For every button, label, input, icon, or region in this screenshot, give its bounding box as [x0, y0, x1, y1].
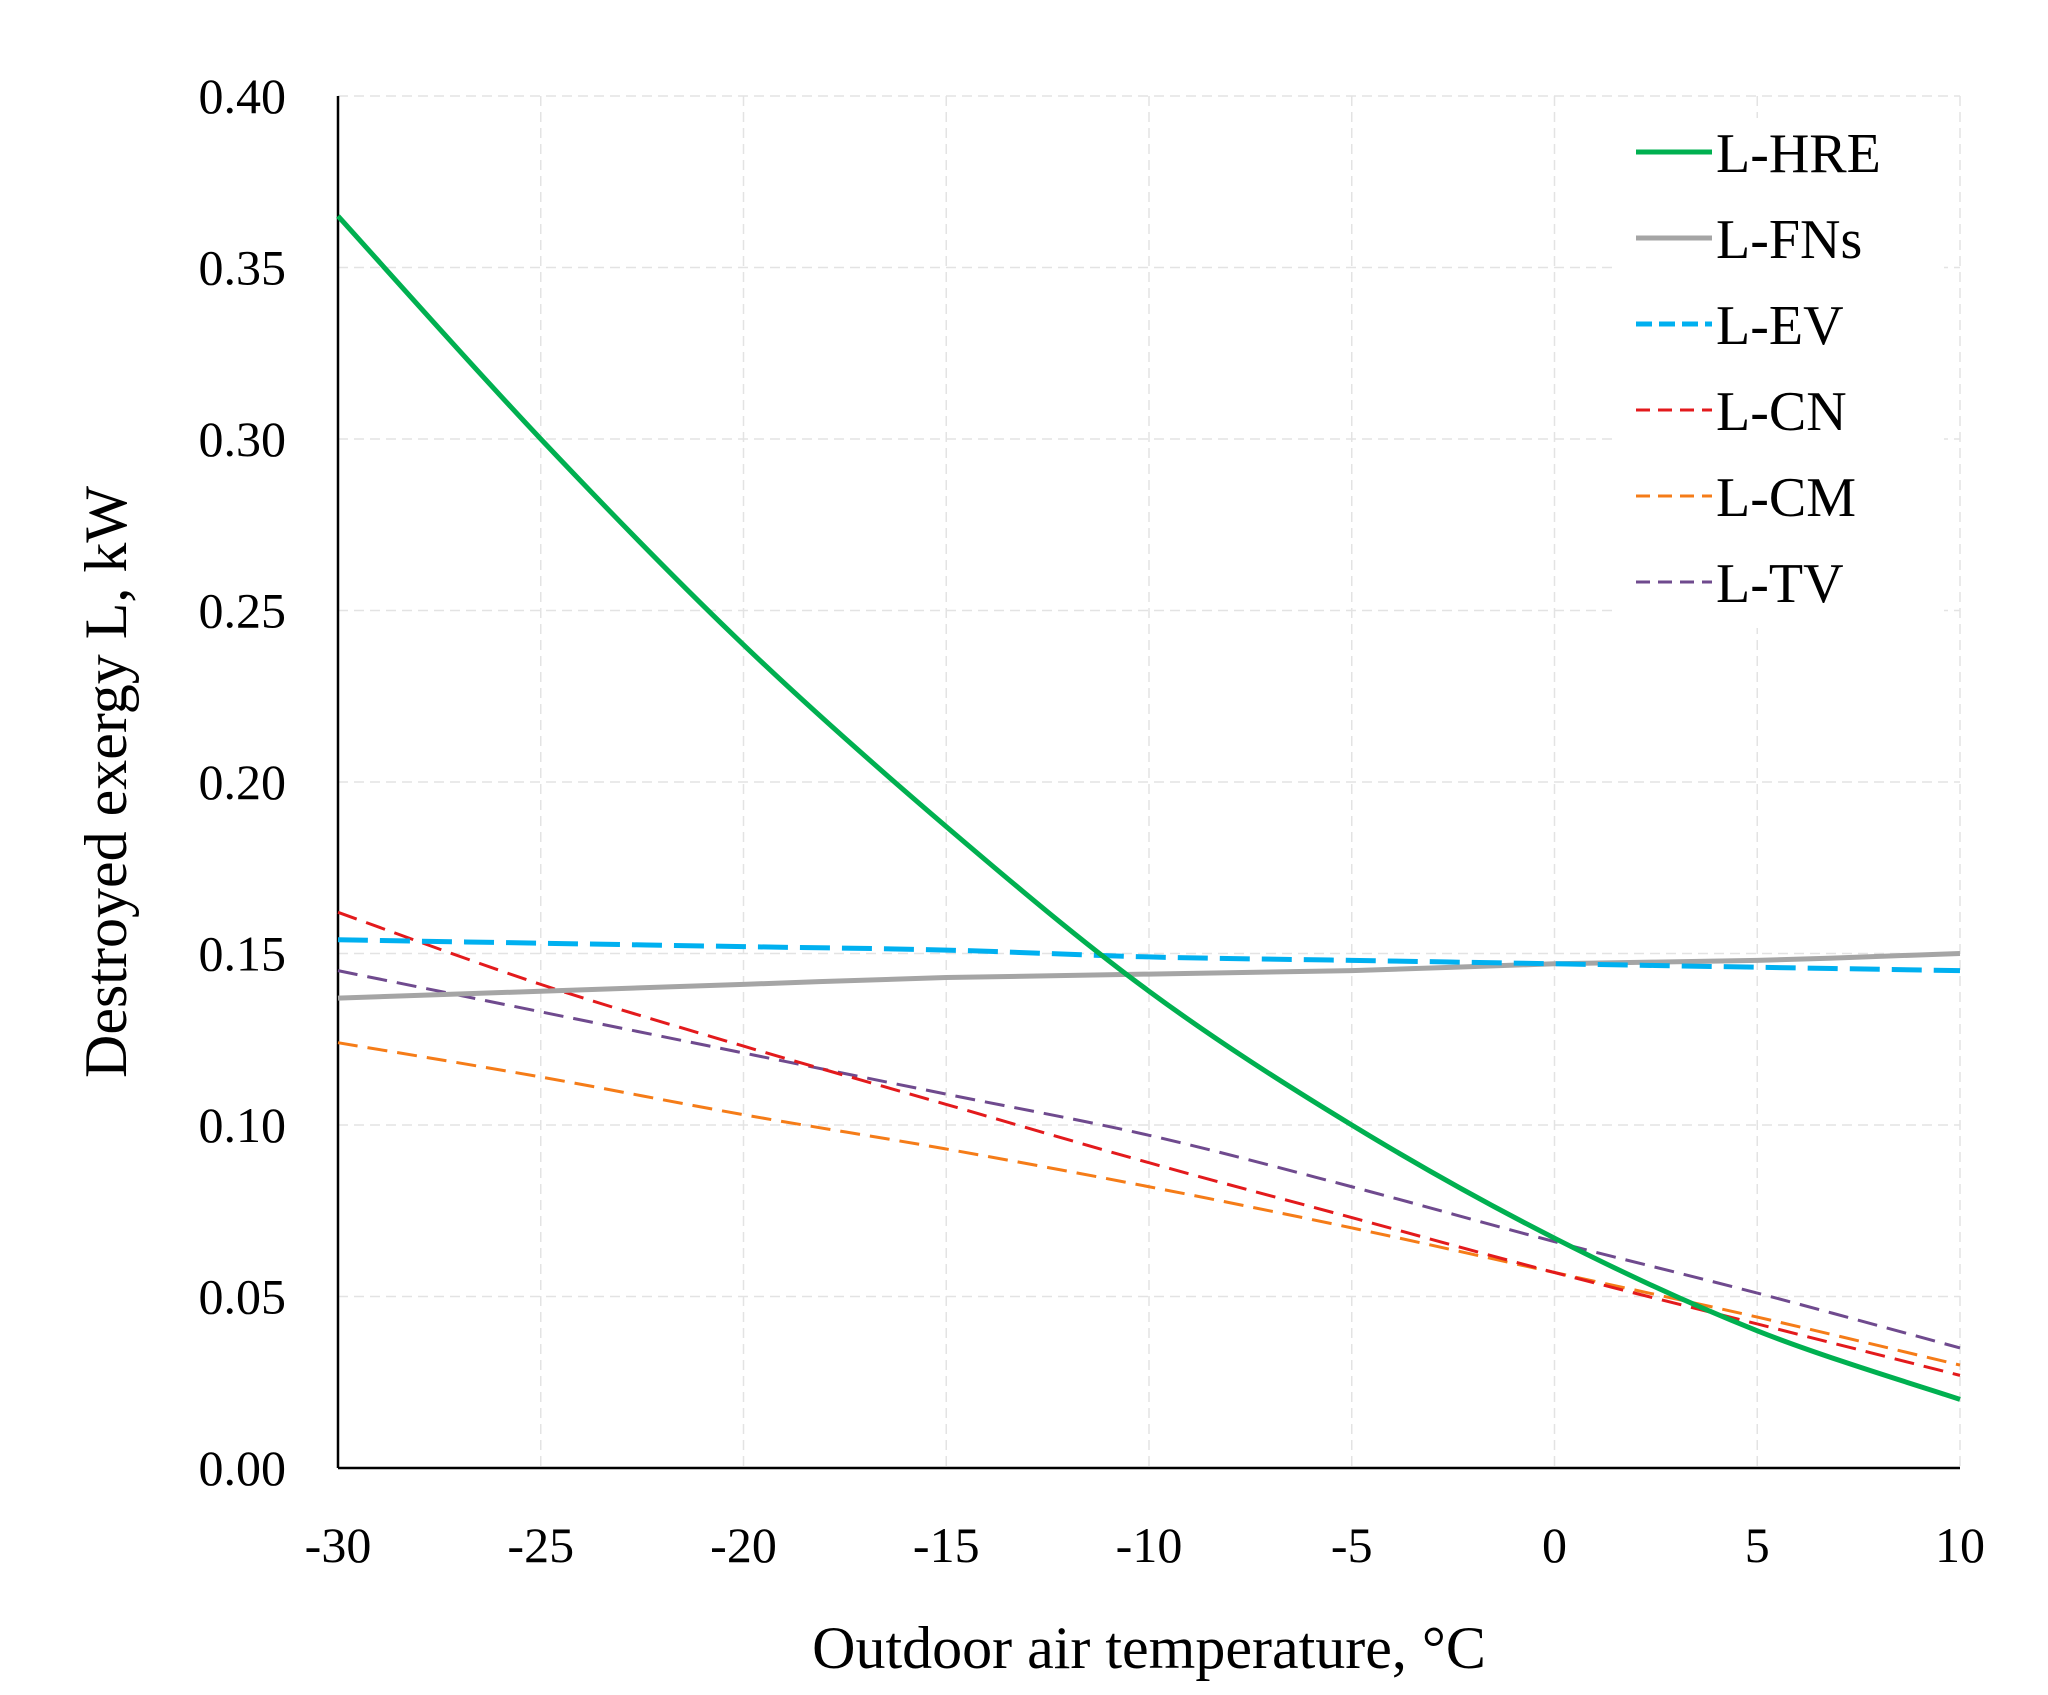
- y-tick-label: 0.20: [199, 754, 287, 810]
- y-tick-label: 0.25: [199, 583, 287, 639]
- legend-label-l-tv: L-TV: [1716, 553, 1844, 615]
- x-tick-label: 10: [1935, 1517, 1985, 1573]
- x-axis-title: Outdoor air temperature, °C: [812, 1615, 1486, 1681]
- y-tick-label: 0.40: [199, 68, 287, 124]
- y-tick-label: 0.30: [199, 411, 287, 467]
- y-tick-label: 0.05: [199, 1269, 287, 1325]
- series-line-l-cn: [337, 910, 1961, 1377]
- series-line-l-tv: [337, 969, 1961, 1350]
- y-tick-label: 0.15: [199, 926, 287, 982]
- tick-labels: 0.00 0.05 0.10 0.15 0.20 0.25 0.30 0.35 0.40 -30 -…: [199, 68, 1986, 1573]
- y-axis-title: Destroyed exergy L, kW: [73, 486, 139, 1078]
- y-tick-label: 0.10: [199, 1097, 287, 1153]
- x-tick-label: -20: [710, 1517, 777, 1573]
- series-line-l-hre: [336, 214, 1961, 1402]
- axes: [336, 96, 1960, 1470]
- legend-label-l-fns: L-FNs: [1716, 209, 1862, 271]
- x-tick-label: 5: [1745, 1517, 1770, 1573]
- legend-label-l-hre: L-HRE: [1716, 123, 1881, 185]
- x-tick-label: -30: [305, 1517, 372, 1573]
- legend-label-l-cn: L-CN: [1716, 381, 1847, 443]
- series-lines: [336, 214, 1961, 1402]
- y-tick-label: 0.35: [199, 240, 287, 296]
- series-line-l-ev: [337, 937, 1961, 974]
- x-tick-label: -10: [1116, 1517, 1183, 1573]
- legend-label-l-cm: L-CM: [1716, 467, 1856, 529]
- series-line-l-fns: [337, 951, 1961, 1001]
- legend-label-l-ev: L-EV: [1716, 295, 1844, 357]
- legend: L-HRE L-FNs L-EV L-CN L-CM L-TV: [1618, 118, 1944, 628]
- x-tick-label: 0: [1542, 1517, 1567, 1573]
- x-tick-label: -15: [913, 1517, 980, 1573]
- x-tick-label: -25: [507, 1517, 574, 1573]
- x-tick-label: -5: [1331, 1517, 1373, 1573]
- y-tick-label: 0.00: [199, 1440, 287, 1496]
- legend-background: [1618, 118, 1944, 628]
